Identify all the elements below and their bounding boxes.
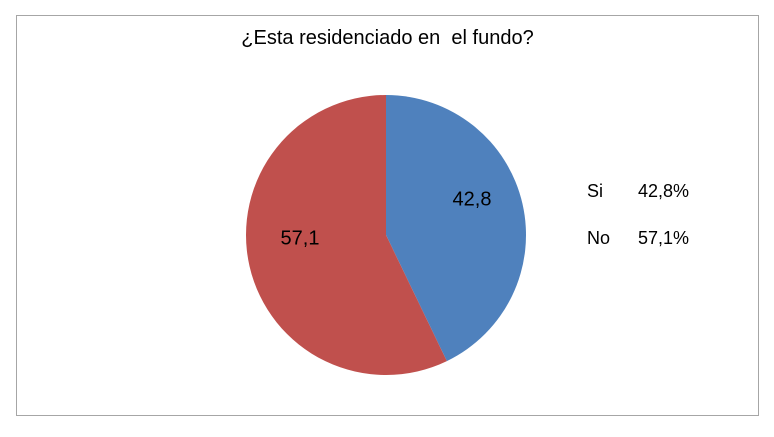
legend-value-no: 57,1% [638,228,690,248]
pie-label-no: 57,1 [281,228,320,250]
legend-label-si: Si [587,181,604,201]
pie-label-si: 42,8 [453,188,492,210]
chart-title: ¿Esta residenciado en el fundo? [241,27,534,49]
chart-legend: Si 42,8% No 57,1% [587,182,689,247]
legend-value-si: 42,8% [638,181,690,201]
legend-entry-no: No 57,1% [587,229,689,247]
pie-chart: 42,8 57,1 [246,95,527,375]
legend-entry-si: Si 42,8% [587,182,689,200]
pie-slice-si [386,95,527,362]
chart-frame: ¿Esta residenciado en el fundo? 42,8 57,1… [16,15,759,416]
pie-slice-no [246,95,447,375]
legend-label-no: No [587,228,611,248]
